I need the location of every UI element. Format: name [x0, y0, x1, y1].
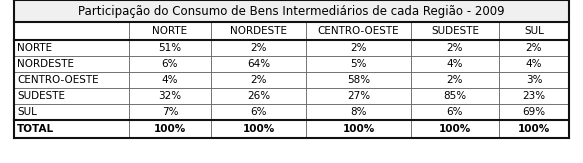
- Text: TOTAL: TOTAL: [17, 124, 54, 134]
- Text: NORTE: NORTE: [152, 26, 188, 36]
- Bar: [499, 22, 569, 40]
- Bar: [129, 22, 211, 40]
- Bar: [411, 104, 499, 120]
- Text: 4%: 4%: [161, 75, 178, 85]
- Bar: [211, 22, 306, 40]
- Text: 4%: 4%: [447, 59, 463, 69]
- Bar: [411, 120, 499, 138]
- Bar: [211, 40, 306, 56]
- Bar: [211, 56, 306, 72]
- Bar: [499, 40, 569, 56]
- Text: 100%: 100%: [243, 124, 275, 134]
- Bar: [14, 22, 129, 40]
- Text: 27%: 27%: [347, 91, 370, 101]
- Text: 7%: 7%: [161, 107, 178, 117]
- Bar: [306, 104, 411, 120]
- Bar: [499, 72, 569, 88]
- Text: 6%: 6%: [250, 107, 267, 117]
- Bar: [306, 88, 411, 104]
- Bar: [411, 22, 499, 40]
- Text: CENTRO-OESTE: CENTRO-OESTE: [17, 75, 99, 85]
- Text: 100%: 100%: [518, 124, 550, 134]
- Text: SUL: SUL: [17, 107, 37, 117]
- Text: 23%: 23%: [522, 91, 546, 101]
- Bar: [129, 88, 211, 104]
- Text: 2%: 2%: [447, 75, 463, 85]
- Text: 2%: 2%: [526, 43, 542, 53]
- Text: CENTRO-OESTE: CENTRO-OESTE: [318, 26, 399, 36]
- Bar: [411, 56, 499, 72]
- Text: 100%: 100%: [439, 124, 471, 134]
- Text: SUDESTE: SUDESTE: [17, 91, 65, 101]
- Text: 58%: 58%: [347, 75, 370, 85]
- Bar: [306, 120, 411, 138]
- Bar: [499, 56, 569, 72]
- Text: 2%: 2%: [447, 43, 463, 53]
- Text: Participação do Consumo de Bens Intermediários de cada Região - 2009: Participação do Consumo de Bens Intermed…: [78, 5, 505, 17]
- Bar: [129, 120, 211, 138]
- Text: 85%: 85%: [444, 91, 466, 101]
- Text: 6%: 6%: [161, 59, 178, 69]
- Bar: [211, 104, 306, 120]
- Text: 100%: 100%: [154, 124, 186, 134]
- Bar: [129, 56, 211, 72]
- Bar: [306, 56, 411, 72]
- Bar: [129, 40, 211, 56]
- Bar: [411, 72, 499, 88]
- Bar: [499, 104, 569, 120]
- Bar: [499, 120, 569, 138]
- Bar: [211, 72, 306, 88]
- Text: SUDESTE: SUDESTE: [431, 26, 479, 36]
- Text: NORDESTE: NORDESTE: [17, 59, 74, 69]
- Text: 2%: 2%: [350, 43, 367, 53]
- Bar: [14, 120, 129, 138]
- Text: SUL: SUL: [524, 26, 544, 36]
- Text: 2%: 2%: [250, 43, 267, 53]
- Text: 64%: 64%: [247, 59, 270, 69]
- Bar: [211, 120, 306, 138]
- Bar: [14, 56, 129, 72]
- Bar: [14, 0, 569, 22]
- Text: 26%: 26%: [247, 91, 270, 101]
- Bar: [129, 72, 211, 88]
- Text: 69%: 69%: [522, 107, 546, 117]
- Text: 6%: 6%: [447, 107, 463, 117]
- Bar: [14, 104, 129, 120]
- Text: 3%: 3%: [526, 75, 542, 85]
- Bar: [306, 22, 411, 40]
- Text: 2%: 2%: [250, 75, 267, 85]
- Text: NORTE: NORTE: [17, 43, 52, 53]
- Bar: [211, 88, 306, 104]
- Bar: [306, 72, 411, 88]
- Bar: [411, 88, 499, 104]
- Text: 32%: 32%: [159, 91, 181, 101]
- Bar: [411, 40, 499, 56]
- Bar: [14, 72, 129, 88]
- Text: 5%: 5%: [350, 59, 367, 69]
- Bar: [306, 40, 411, 56]
- Bar: [14, 40, 129, 56]
- Text: NORDESTE: NORDESTE: [230, 26, 287, 36]
- Text: 100%: 100%: [342, 124, 375, 134]
- Text: 8%: 8%: [350, 107, 367, 117]
- Bar: [14, 88, 129, 104]
- Bar: [129, 104, 211, 120]
- Text: 4%: 4%: [526, 59, 542, 69]
- Text: 51%: 51%: [159, 43, 181, 53]
- Bar: [499, 88, 569, 104]
